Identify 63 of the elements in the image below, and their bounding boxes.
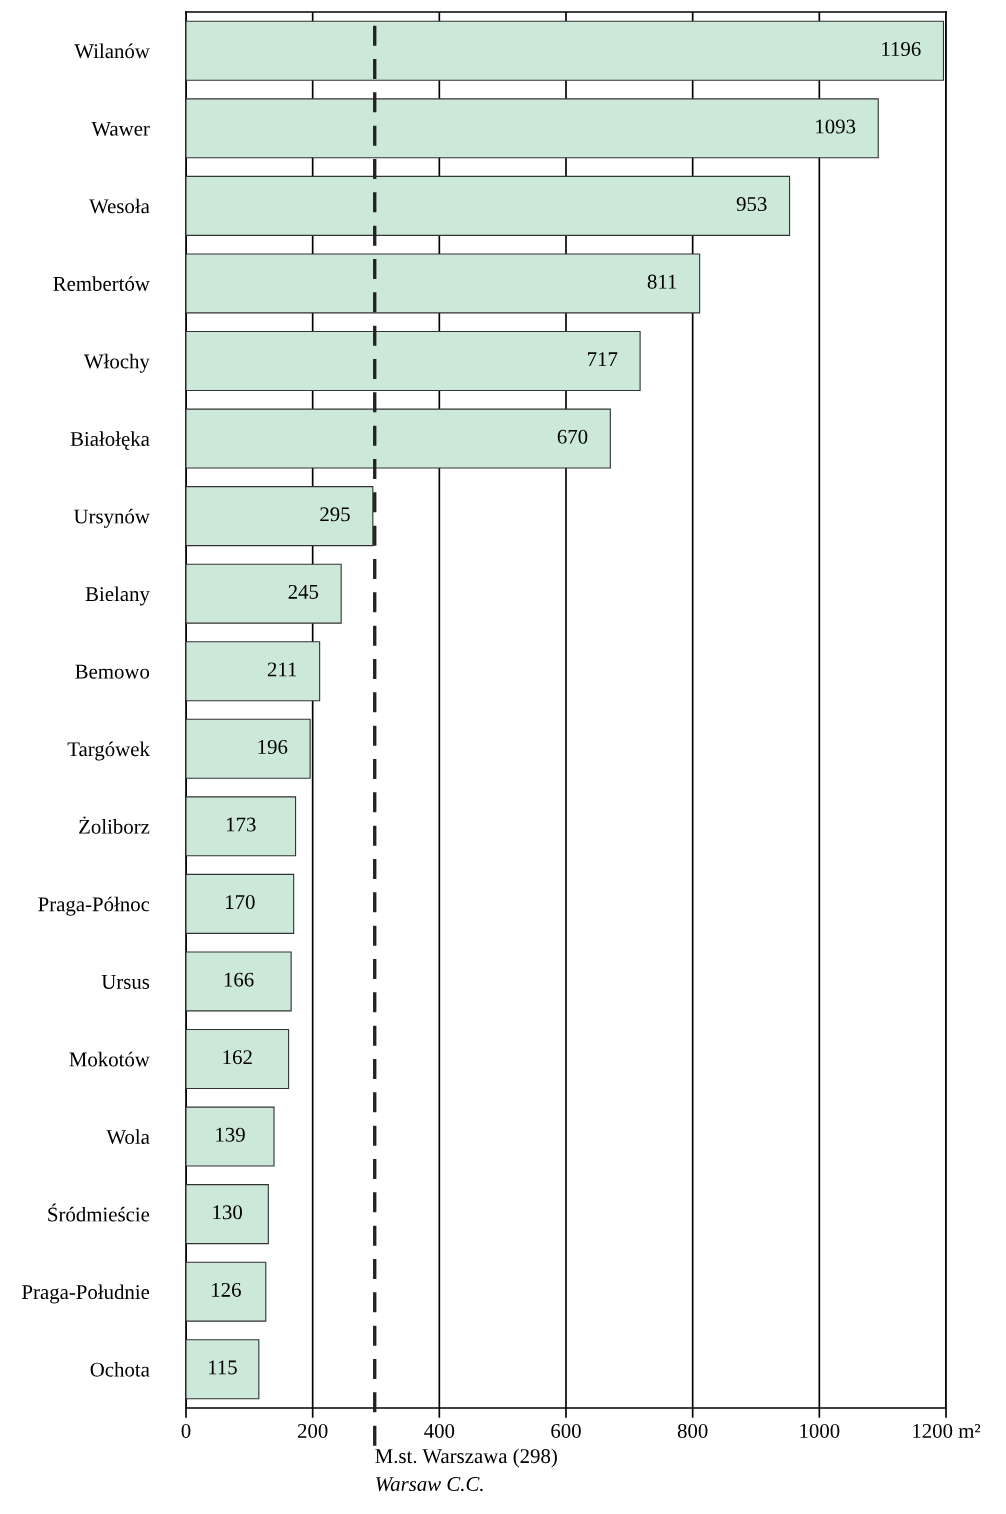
data-label: 196	[258, 739, 288, 754]
x-tick-label: 1000	[800, 1423, 840, 1438]
y-tick-label: Bemowo	[75, 664, 150, 679]
data-label: 1093	[816, 119, 856, 134]
data-label: 170	[226, 895, 255, 910]
bar	[186, 330, 641, 392]
bar	[186, 563, 342, 624]
data-label: 811	[647, 274, 677, 289]
y-tick-label: Ochota	[90, 1361, 150, 1377]
y-tick-label: Wawer	[91, 121, 150, 136]
y-tick-label: Praga-Północ	[38, 896, 150, 916]
y-tick-label: Ursus	[101, 975, 150, 989]
y-tick-label: Ursynów	[73, 508, 150, 528]
y-tick-label: Mokotów	[69, 1051, 150, 1067]
data-label: 126	[212, 1282, 241, 1297]
data-label: 166	[224, 972, 254, 987]
bar	[186, 253, 701, 314]
y-tick-label: Wesoła	[89, 198, 150, 214]
data-label: 173	[226, 817, 256, 832]
bar	[186, 641, 321, 702]
y-tick-label: Bielany	[85, 586, 150, 606]
y-tick-label: Wilanów	[74, 43, 150, 59]
bar	[186, 718, 311, 779]
y-tick-label: Rembertów	[53, 276, 150, 291]
bar	[186, 408, 611, 469]
bar	[186, 20, 945, 81]
bar	[186, 951, 292, 1012]
bar	[186, 1184, 269, 1245]
x-tick-label: 800	[677, 1423, 708, 1438]
bar	[186, 796, 297, 857]
data-label: 1196	[882, 41, 921, 56]
data-label: 670	[557, 429, 588, 444]
y-tick-label: Praga-Południe	[22, 1284, 150, 1304]
y-tick-label: Targówek	[67, 741, 150, 761]
bar	[186, 1106, 275, 1167]
x-tick-label: 200	[297, 1423, 328, 1438]
bar	[186, 1261, 267, 1322]
y-tick-label: Białołęka	[70, 431, 150, 450]
y-tick-label: Śródmieście	[48, 1203, 150, 1222]
bar	[186, 1339, 260, 1400]
text: Warsaw C.C.	[376, 1477, 483, 1492]
x-tick-label: 0	[181, 1423, 191, 1438]
data-label: 115	[209, 1360, 237, 1375]
data-label: 245	[288, 584, 319, 599]
y-tick-label: Włochy	[83, 353, 150, 373]
x-tick-label: 600	[551, 1423, 581, 1438]
y-tick-label: Wola	[106, 1129, 150, 1145]
y-tick-label: Żoliborz	[79, 816, 150, 834]
data-label: 162	[223, 1050, 252, 1065]
data-label: 139	[216, 1127, 245, 1142]
data-label: 295	[320, 507, 350, 522]
bar	[186, 175, 791, 236]
bar	[186, 873, 295, 934]
bar	[186, 486, 374, 547]
data-label: 717	[588, 352, 618, 367]
data-label: 130	[213, 1205, 242, 1220]
data-label: 953	[736, 197, 767, 212]
data-label: 211	[267, 662, 297, 677]
ref-line-label: M.st. Warszawa (298)	[375, 1448, 557, 1468]
x-tick-label: 1200 m²	[913, 1423, 981, 1438]
bar	[186, 1028, 290, 1090]
bar	[186, 98, 879, 159]
x-tick-label: 400	[424, 1423, 455, 1438]
